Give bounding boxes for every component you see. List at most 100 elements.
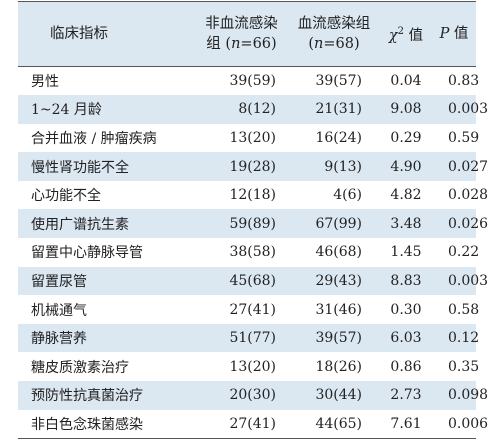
cell-bsi: 39(57) bbox=[315, 73, 362, 90]
cell-p-value: 0.098 bbox=[448, 387, 488, 404]
header-non-bsi-line2-post: =66) bbox=[240, 36, 277, 52]
cell-chi2: 0.30 bbox=[390, 301, 422, 318]
cell-p-value: 0.59 bbox=[448, 129, 480, 146]
cell-non-bsi: 38(58) bbox=[229, 244, 276, 261]
cell-non-bsi: 13(20) bbox=[229, 358, 276, 375]
cell-non-bsi: 8(12) bbox=[238, 101, 276, 118]
cell-bsi: 18(26) bbox=[315, 358, 362, 375]
cell-p-value: 0.12 bbox=[448, 330, 480, 347]
header-p-text: 值 bbox=[449, 26, 469, 42]
table-row: 预防性抗真菌治疗 20(30) 30(44) 2.73 0.098 bbox=[18, 381, 488, 410]
header-chi-square: χ2 值 bbox=[380, 2, 432, 67]
cell-bsi: 21(31) bbox=[315, 101, 362, 118]
cell-non-bsi: 27(41) bbox=[229, 301, 276, 318]
cell-indicator: 静脉营养 bbox=[31, 331, 87, 348]
cell-chi2: 6.03 bbox=[390, 330, 422, 347]
cell-bsi: 31(46) bbox=[315, 301, 362, 318]
table-row: 机械通气 27(41) 31(46) 0.30 0.58 bbox=[18, 295, 480, 324]
cell-indicator: 机械通气 bbox=[31, 302, 87, 319]
cell-bsi: 67(99) bbox=[315, 215, 362, 232]
cell-non-bsi: 20(30) bbox=[229, 387, 276, 404]
cell-p-value: 0.22 bbox=[448, 244, 480, 261]
cell-indicator: 糖皮质激素治疗 bbox=[31, 359, 129, 376]
cell-non-bsi: 13(20) bbox=[229, 129, 276, 146]
cell-non-bsi: 12(18) bbox=[229, 187, 276, 204]
header-p-symbol: P bbox=[439, 26, 450, 42]
cell-non-bsi: 45(68) bbox=[229, 272, 276, 289]
cell-indicator: 留置中心静脉导管 bbox=[31, 245, 143, 262]
cell-chi2: 8.83 bbox=[390, 272, 422, 289]
header-bsi-line2-post: =68) bbox=[323, 36, 360, 52]
cell-chi2: 0.86 bbox=[390, 358, 422, 375]
header-chi-text: 值 bbox=[404, 27, 424, 44]
cell-indicator: 使用广谱抗生素 bbox=[31, 216, 129, 233]
cell-chi2: 2.73 bbox=[390, 387, 422, 404]
table-row: 非白色念珠菌感染 27(41) 44(65) 7.61 0.006 bbox=[18, 410, 488, 439]
cell-bsi: 44(65) bbox=[315, 415, 362, 432]
cell-bsi: 9(13) bbox=[324, 158, 362, 175]
cell-indicator: 预防性抗真菌治疗 bbox=[31, 388, 143, 405]
cell-bsi: 16(24) bbox=[315, 129, 362, 146]
cell-p-value: 0.027 bbox=[448, 158, 488, 175]
cell-bsi: 39(57) bbox=[315, 330, 362, 347]
header-bsi-n: n bbox=[314, 36, 324, 52]
cell-bsi: 29(43) bbox=[315, 272, 362, 289]
cell-p-value: 0.83 bbox=[448, 73, 480, 90]
cell-chi2: 7.61 bbox=[390, 415, 422, 432]
header-non-bsi-line2-pre: 组 ( bbox=[206, 36, 232, 52]
cell-indicator: 男性 bbox=[31, 74, 59, 91]
cell-indicator: 慢性肾功能不全 bbox=[31, 159, 129, 176]
cell-non-bsi: 51(77) bbox=[229, 330, 276, 347]
cell-chi2: 0.29 bbox=[390, 129, 422, 146]
header-chi-symbol: χ bbox=[388, 27, 398, 44]
cell-chi2: 3.48 bbox=[390, 215, 422, 232]
table-row: 使用广谱抗生素 59(89) 67(99) 3.48 0.026 bbox=[18, 209, 488, 239]
table-row: 男性 39(59) 39(57) 0.04 0.83 bbox=[18, 67, 480, 96]
cell-indicator: 合并血液 / 肿瘤疾病 bbox=[31, 130, 157, 147]
cell-p-value: 0.026 bbox=[448, 215, 488, 232]
table-row: 慢性肾功能不全 19(28) 9(13) 4.90 0.027 bbox=[18, 152, 488, 181]
cell-chi2: 4.90 bbox=[390, 158, 422, 175]
cell-non-bsi: 39(59) bbox=[229, 73, 276, 90]
cell-p-value: 0.35 bbox=[448, 358, 480, 375]
table-header: 临床指标 非血流感染 组 (n=66) 血流感染组 (n=68) χ2 值 P … bbox=[18, 1, 476, 67]
cell-chi2: 1.45 bbox=[390, 244, 422, 261]
clinical-indicators-table: 临床指标 非血流感染 组 (n=66) 血流感染组 (n=68) χ2 值 P … bbox=[18, 1, 488, 439]
header-non-bsi-group: 非血流感染 组 (n=66) bbox=[192, 2, 288, 67]
header-non-bsi-line1: 非血流感染 bbox=[205, 16, 278, 32]
table-row: 静脉营养 51(77) 39(57) 6.03 0.12 bbox=[18, 323, 480, 353]
table-row: 糖皮质激素治疗 13(20) 18(26) 0.86 0.35 bbox=[18, 352, 480, 381]
cell-bsi: 30(44) bbox=[315, 387, 362, 404]
cell-non-bsi: 59(89) bbox=[229, 215, 276, 232]
table-row: 心功能不全 12(18) 4(6) 4.82 0.028 bbox=[18, 181, 488, 210]
header-bsi-line2-pre: ( bbox=[308, 36, 315, 52]
header-chi-sup: 2 bbox=[397, 26, 405, 38]
table-body: 男性 39(59) 39(57) 0.04 0.83 1~24 月龄 8(12) 21(31)… bbox=[18, 67, 488, 439]
header-row: 临床指标 非血流感染 组 (n=66) 血流感染组 (n=68) χ2 值 P … bbox=[18, 1, 476, 67]
cell-non-bsi: 19(28) bbox=[229, 158, 276, 175]
clinical-indicators-table-container: 临床指标 非血流感染 组 (n=66) 血流感染组 (n=68) χ2 值 P … bbox=[18, 1, 488, 439]
table-row: 留置尿管 45(68) 29(43) 8.83 0.003 bbox=[18, 266, 488, 296]
cell-non-bsi: 27(41) bbox=[229, 415, 276, 432]
cell-p-value: 0.003 bbox=[448, 101, 488, 118]
cell-p-value: 0.58 bbox=[448, 301, 480, 318]
cell-p-value: 0.003 bbox=[448, 272, 488, 289]
cell-indicator: 心功能不全 bbox=[31, 188, 101, 205]
header-bsi-group: 血流感染组 (n=68) bbox=[288, 2, 380, 67]
cell-indicator: 非白色念珠菌感染 bbox=[31, 416, 143, 433]
table-row: 合并血液 / 肿瘤疾病 13(20) 16(24) 0.29 0.59 bbox=[18, 124, 480, 153]
cell-chi2: 9.08 bbox=[390, 101, 422, 118]
cell-chi2: 4.82 bbox=[390, 187, 422, 204]
cell-indicator: 1~24 月龄 bbox=[31, 102, 102, 119]
cell-bsi: 4(6) bbox=[333, 187, 362, 204]
cell-chi2: 0.04 bbox=[390, 73, 422, 90]
header-non-bsi-n: n bbox=[231, 36, 241, 52]
header-p-value: P 值 bbox=[432, 2, 476, 67]
cell-bsi: 46(68) bbox=[315, 244, 362, 261]
table-row: 1~24 月龄 8(12) 21(31) 9.08 0.003 bbox=[18, 95, 488, 124]
header-bsi-line1: 血流感染组 bbox=[297, 16, 371, 32]
cell-p-value: 0.006 bbox=[448, 415, 488, 432]
header-indicator: 临床指标 bbox=[50, 26, 108, 42]
cell-indicator: 留置尿管 bbox=[31, 273, 87, 290]
table-row: 留置中心静脉导管 38(58) 46(68) 1.45 0.22 bbox=[18, 238, 480, 267]
